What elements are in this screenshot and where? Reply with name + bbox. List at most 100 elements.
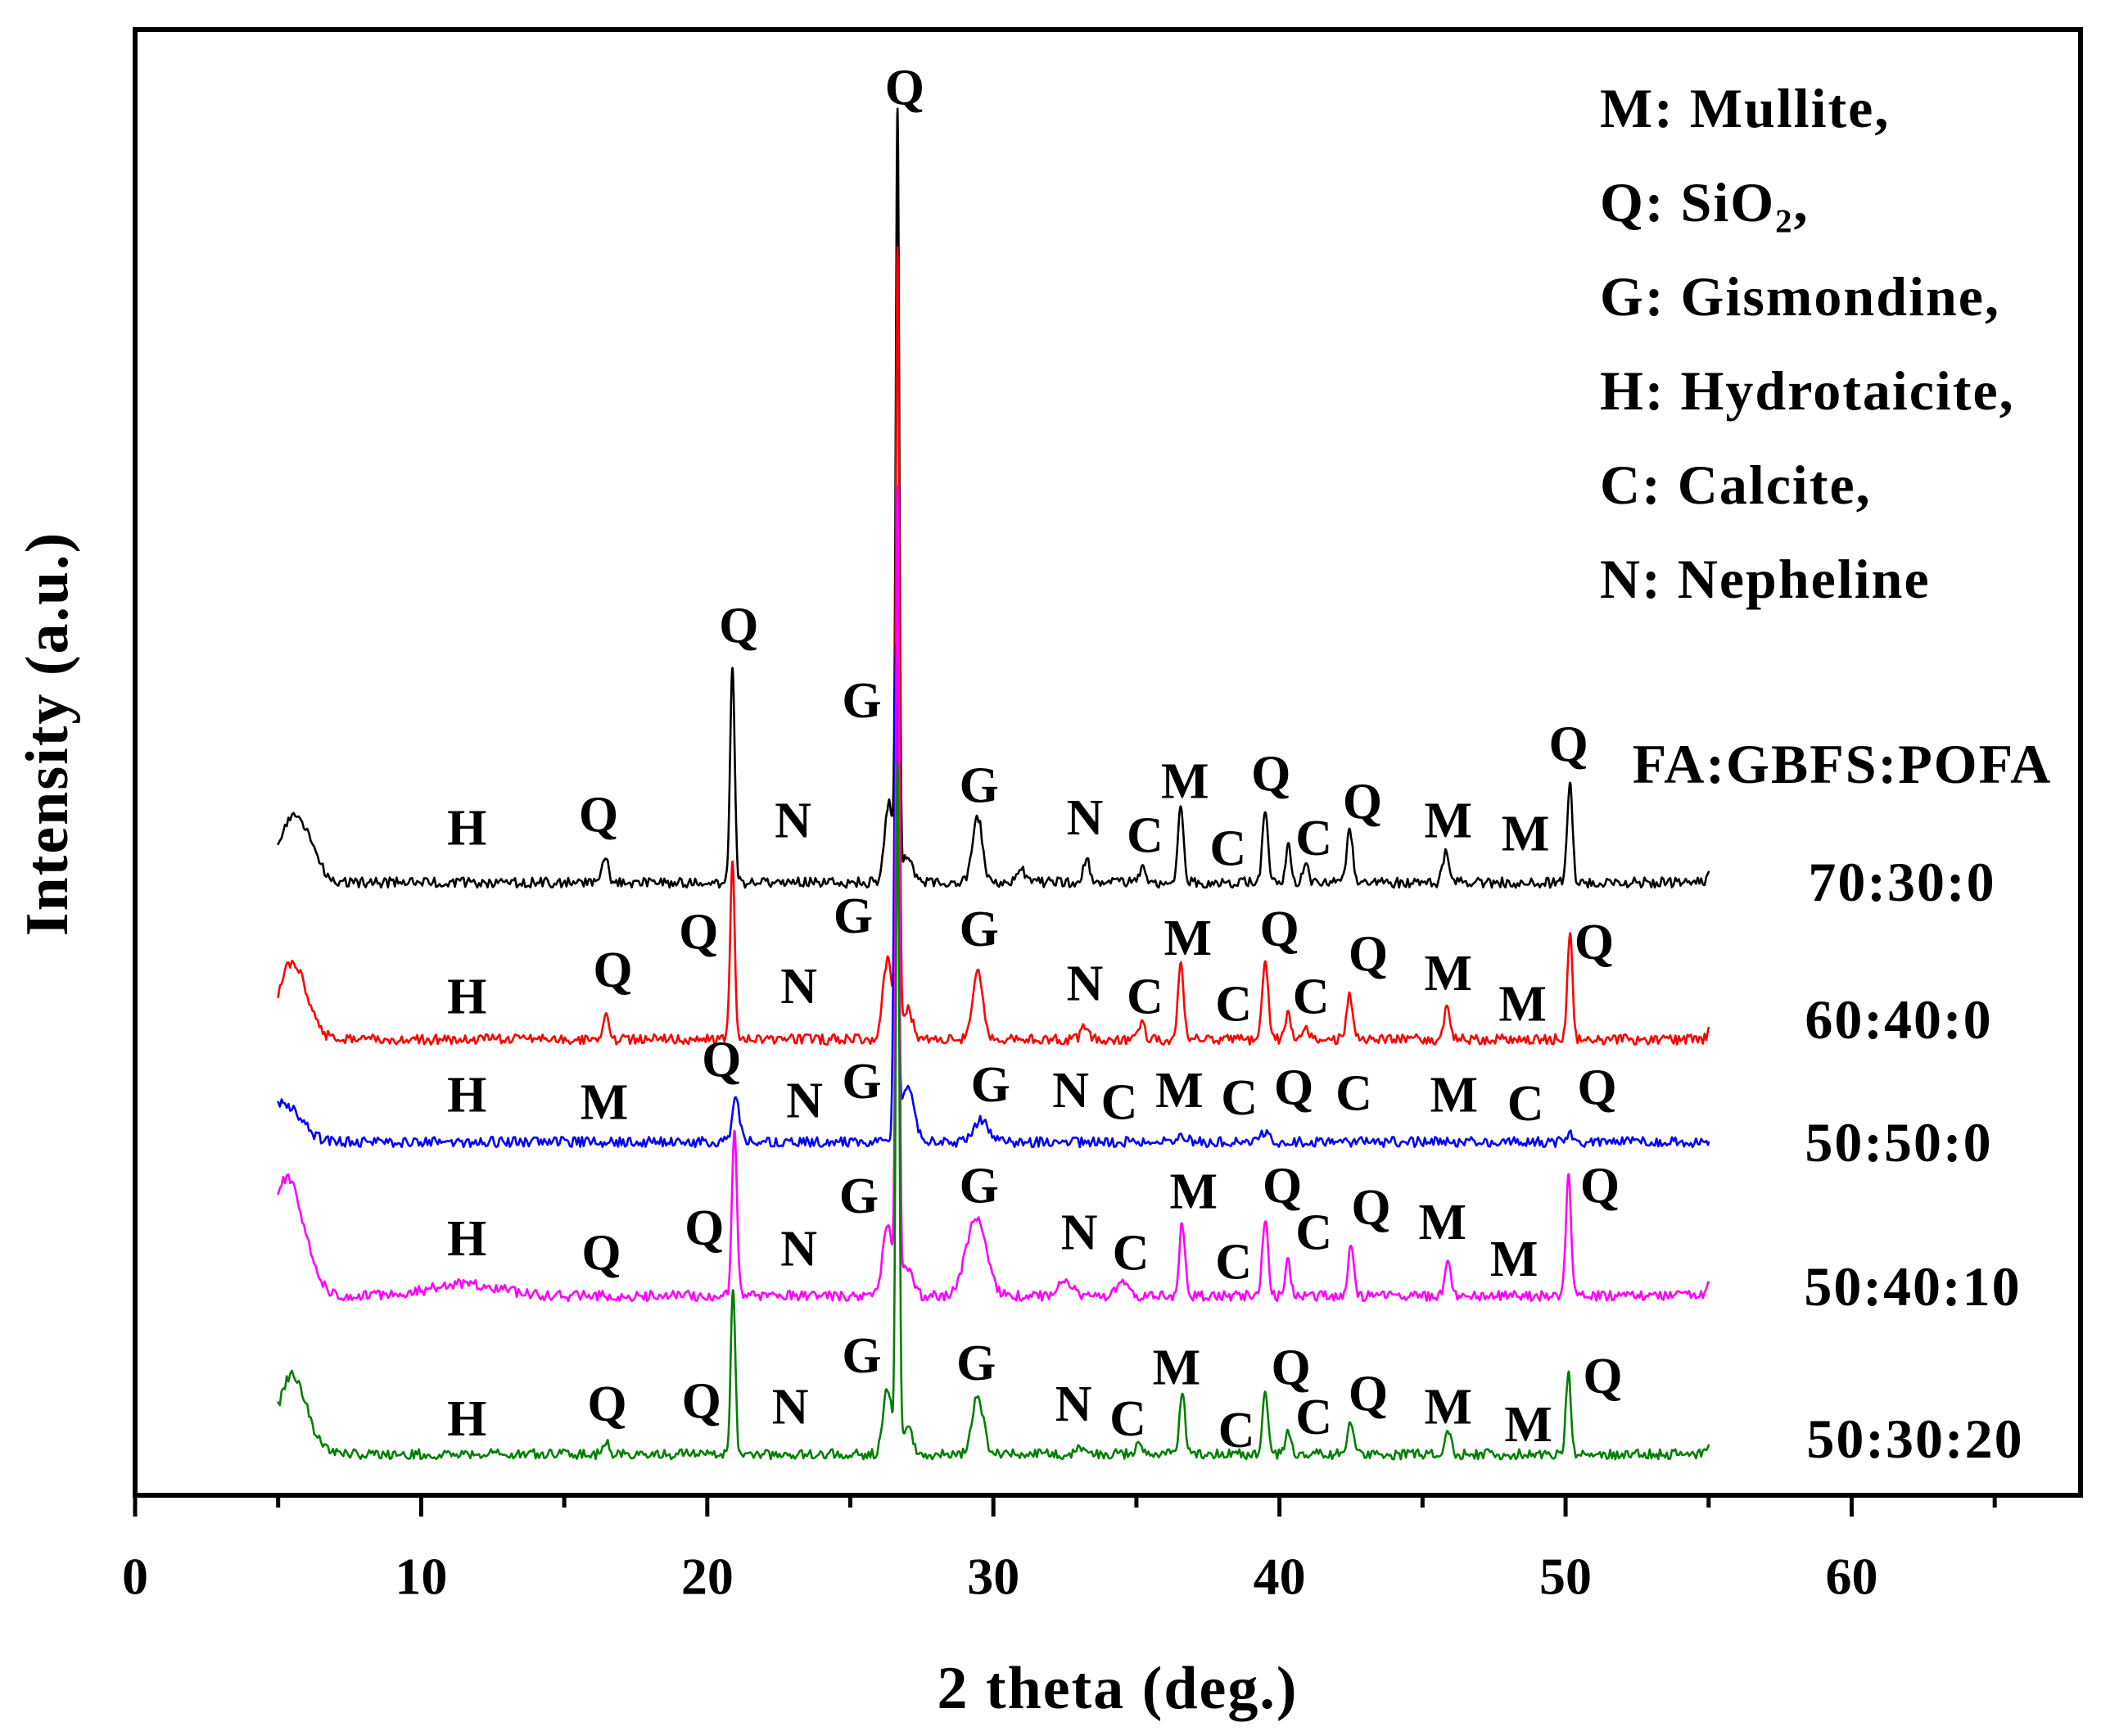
phase-label-c: C	[1209, 821, 1246, 877]
phase-label-n: N	[1061, 1205, 1098, 1261]
phase-label-n: N	[1052, 1063, 1089, 1119]
phase-label-m: M	[1430, 1067, 1479, 1123]
phase-label-q: Q	[702, 1032, 741, 1087]
phase-label-c: C	[1127, 808, 1163, 864]
phase-label-c: C	[1101, 1074, 1138, 1130]
phase-label-c: C	[1127, 969, 1163, 1024]
phase-label-m: M	[1170, 1164, 1218, 1220]
phase-label-q: Q	[593, 943, 632, 998]
series-header: FA:GBFS:POFA	[1633, 733, 2053, 795]
x-tick-label: 0	[122, 1548, 148, 1606]
phase-label-c: C	[1295, 1205, 1332, 1261]
phase-key-calcite: C: Calcite,	[1600, 454, 1872, 516]
phase-label-g: G	[956, 1336, 996, 1391]
x-tick-label: 10	[395, 1548, 447, 1606]
x-tick-label: 20	[681, 1548, 734, 1606]
xrd-pattern-50-40-10	[277, 485, 1710, 1303]
phase-label-c: C	[1215, 1234, 1252, 1290]
phase-label-m: M	[581, 1074, 629, 1130]
phase-label-q: Q	[1349, 1367, 1388, 1422]
phase-label-c: C	[1218, 1403, 1255, 1458]
x-tick-label: 50	[1539, 1548, 1592, 1606]
series-label-50-50-0: 50:50:0	[1805, 1111, 1992, 1173]
phase-label-m: M	[1498, 976, 1547, 1032]
phase-label-q: Q	[1580, 1158, 1620, 1214]
phase-label-c: C	[1109, 1391, 1146, 1447]
phase-label-g: G	[839, 1169, 879, 1224]
x-tick-label: 30	[967, 1548, 1019, 1606]
phase-label-c: C	[1293, 969, 1330, 1024]
phase-label-m: M	[1425, 946, 1473, 1001]
phase-label-q: Q	[1351, 1180, 1390, 1236]
x-axis-label: 2 theta (deg.)	[937, 1655, 1298, 1722]
phase-label-g: G	[960, 902, 999, 957]
phase-label-n: N	[1055, 1377, 1092, 1432]
phase-label-c: C	[1295, 1390, 1332, 1445]
phase-label-q: Q	[1251, 746, 1290, 802]
series-label-50-30-20: 50:30:20	[1806, 1408, 2023, 1470]
phase-label-m: M	[1504, 1397, 1552, 1453]
phase-label-m: M	[1161, 753, 1209, 809]
phase-label-h: H	[447, 969, 486, 1024]
series-labels: FA:GBFS:POFA 70:30:0 60:40:0 50:50:0 50:…	[1633, 733, 2053, 1470]
phase-label-q: Q	[679, 905, 718, 961]
phase-label-g: G	[834, 888, 873, 944]
phase-key: M: Mullite, Q: SiO₂, G: Gismondine, H: H…	[1600, 77, 2015, 610]
series-label-70-30-0: 70:30:0	[1808, 851, 1995, 913]
phase-label-q: Q	[1575, 915, 1614, 970]
phase-label-q: Q	[685, 1200, 724, 1256]
series-label-50-40-10: 50:40:10	[1804, 1255, 2021, 1318]
xrd-pattern-70-30-0	[277, 107, 1710, 889]
phase-label-n: N	[1067, 790, 1104, 846]
phase-label-m: M	[1155, 1063, 1204, 1119]
phase-label-m: M	[1425, 1380, 1473, 1435]
phase-label-h: H	[447, 801, 486, 857]
phase-label-n: N	[786, 1074, 823, 1129]
phase-label-c: C	[1113, 1226, 1150, 1282]
phase-key-gismondine: G: Gismondine,	[1600, 265, 2000, 328]
phase-label-g: G	[842, 1328, 881, 1384]
phase-label-m: M	[1153, 1340, 1201, 1395]
phase-label-g: G	[971, 1057, 1010, 1113]
phase-label-g: G	[960, 758, 999, 814]
phase-label-q: Q	[1271, 1340, 1310, 1395]
phase-label-c: C	[1507, 1076, 1544, 1132]
phase-label-m: M	[1490, 1232, 1538, 1287]
phase-label-q: Q	[1274, 1060, 1313, 1115]
phase-key-hydrotaicite: H: Hydrotaicite,	[1600, 359, 2015, 422]
plot-frame	[133, 27, 2083, 1498]
phase-label-c: C	[1221, 1070, 1258, 1126]
phase-label-m: M	[1164, 911, 1213, 966]
xrd-pattern-60-40-0	[277, 246, 1710, 1046]
phase-label-h: H	[447, 1067, 486, 1123]
phase-label-q: Q	[579, 787, 618, 843]
phase-label-h: H	[447, 1211, 486, 1267]
phase-label-m: M	[1425, 793, 1473, 849]
phase-key-nepheline: N: Nepheline	[1600, 548, 1931, 610]
phase-label-q: Q	[1263, 1158, 1302, 1214]
phase-label-q: Q	[587, 1377, 626, 1432]
phase-key-sio2: Q: SiO₂,	[1600, 171, 1810, 233]
phase-label-q: Q	[1343, 774, 1382, 830]
phase-label-q: Q	[1349, 927, 1388, 983]
phase-label-q: Q	[1583, 1349, 1622, 1404]
x-axis-tick-labels: 0 10 20 30 40 50 60	[122, 1548, 1877, 1606]
phase-label-g: G	[842, 1054, 881, 1110]
x-tick-label: 40	[1254, 1548, 1306, 1606]
xrd-pattern-50-30-20	[277, 762, 1710, 1461]
phase-label-n: N	[780, 959, 817, 1015]
phase-label-q: Q	[682, 1373, 721, 1429]
phase-label-n: N	[772, 1380, 809, 1435]
phase-label-q: Q	[885, 61, 924, 116]
phase-label-q: Q	[1259, 902, 1299, 957]
xrd-patterns	[277, 107, 1710, 1461]
series-label-60-40-0: 60:40:0	[1805, 988, 1992, 1051]
phase-label-q: Q	[1577, 1060, 1616, 1115]
x-axis-ticks	[133, 1495, 1997, 1517]
phase-label-q: Q	[581, 1226, 621, 1282]
phase-label-g: G	[842, 673, 881, 729]
phase-label-g: G	[960, 1158, 999, 1214]
